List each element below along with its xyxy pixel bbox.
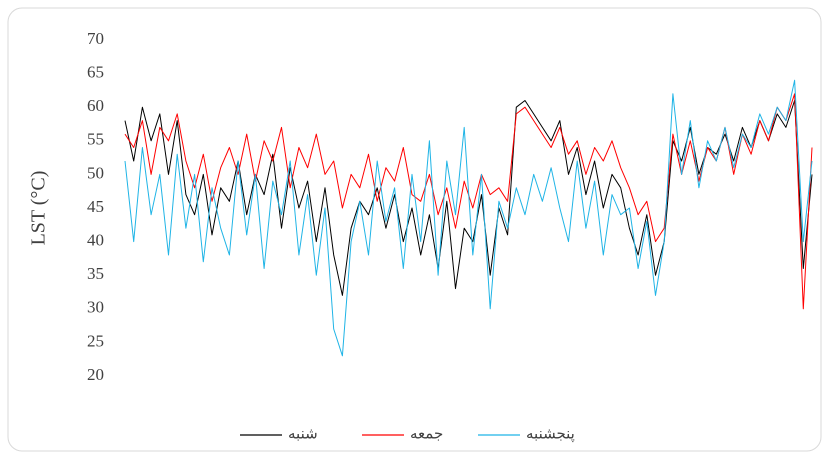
y-tick-label: 25 bbox=[87, 331, 104, 350]
legend-label: جمعه bbox=[410, 425, 443, 443]
y-tick-label: 30 bbox=[87, 298, 104, 317]
y-tick-label: 45 bbox=[87, 197, 104, 216]
legend-label: شنبه bbox=[288, 425, 318, 443]
y-tick-label: 70 bbox=[87, 29, 104, 48]
chart-frame bbox=[7, 7, 822, 452]
y-tick-label: 35 bbox=[87, 264, 104, 283]
y-tick-label: 65 bbox=[87, 63, 104, 82]
y-tick-label: 20 bbox=[87, 365, 104, 384]
y-tick-label: 55 bbox=[87, 130, 104, 149]
y-tick-label: 50 bbox=[87, 163, 104, 182]
y-axis-label: LST (°C) bbox=[28, 171, 50, 246]
y-tick-label: 40 bbox=[87, 231, 104, 250]
legend-label: پنجشنبه bbox=[526, 425, 575, 444]
y-tick-label: 60 bbox=[87, 96, 104, 115]
series-line bbox=[124, 79, 813, 357]
